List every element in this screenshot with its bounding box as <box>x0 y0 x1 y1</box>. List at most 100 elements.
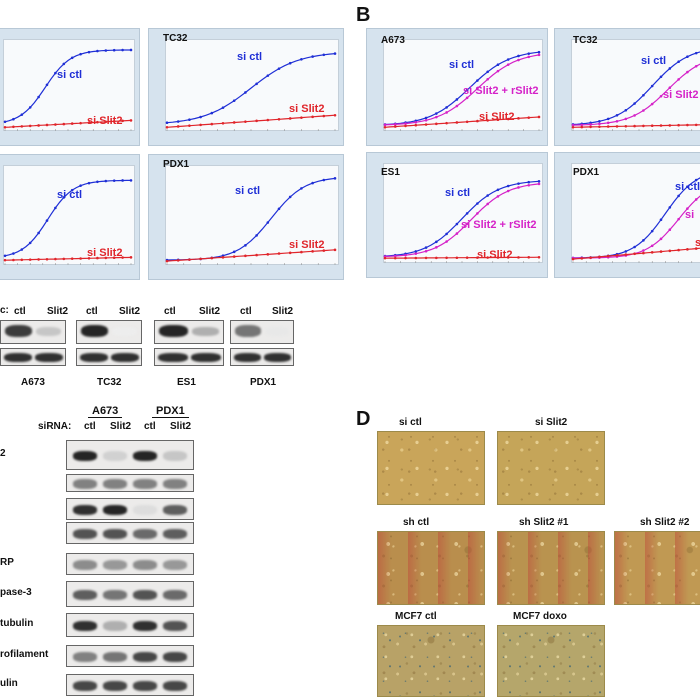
ctl-point <box>79 52 82 56</box>
blot-strip <box>66 645 194 667</box>
label-si-slit2: si Slit2 <box>87 247 123 259</box>
ctl-point <box>28 106 32 109</box>
label-si-slit2: si Slit2 <box>663 89 699 101</box>
ctl-point <box>650 229 654 233</box>
ctl-point <box>506 184 510 188</box>
ctl-point <box>288 61 292 65</box>
blot-band <box>73 652 97 662</box>
kd-point <box>465 120 469 124</box>
kd-point <box>37 124 40 127</box>
label-si-cropped: si <box>685 209 695 221</box>
blot-band <box>133 590 157 600</box>
label-si-ctl: si ctl <box>675 181 700 193</box>
blot-strip-loading <box>230 348 294 366</box>
cell-line-label: TC32 <box>97 377 122 388</box>
blot-row-label: pase-3 <box>0 587 32 598</box>
kd-point <box>598 255 601 259</box>
kd-point <box>112 256 116 260</box>
ctl-point <box>112 179 116 182</box>
kd-point <box>624 253 628 256</box>
kd-point <box>79 121 82 125</box>
ctl-point <box>104 179 108 183</box>
blot-band <box>163 590 187 600</box>
ctl-point <box>311 181 314 185</box>
ctl-point <box>465 88 469 92</box>
ctl-point <box>79 184 82 187</box>
resc-point <box>668 228 672 232</box>
lane-label: Slit2 <box>272 306 294 317</box>
resc-point <box>496 195 500 198</box>
ctl-point <box>668 67 672 70</box>
lane-label: Slit2 <box>170 421 192 432</box>
kd-point <box>650 251 654 254</box>
kd-point <box>393 256 397 260</box>
resc-point <box>659 94 663 98</box>
blot-c-prefix: c: <box>0 305 9 316</box>
lane-label: Slit2 <box>199 306 221 317</box>
blot-band <box>111 353 139 362</box>
kd-point <box>277 252 281 255</box>
resc-point <box>517 186 520 189</box>
kd-point <box>414 256 418 260</box>
resc-point <box>435 246 438 249</box>
blot-strip <box>66 498 194 520</box>
label-si-slit2: si Slit2 <box>479 111 515 123</box>
kd-point <box>686 123 689 127</box>
kd-point <box>221 121 225 125</box>
ctl-point <box>300 57 303 61</box>
blot-strip <box>66 674 194 696</box>
resc-point <box>598 122 601 126</box>
lane-label: ctl <box>14 306 26 317</box>
kd-point <box>96 120 99 124</box>
label-si-ctl: si ctl <box>57 69 83 81</box>
blot-band <box>103 681 127 691</box>
blot-band <box>133 681 157 691</box>
kd-point <box>537 115 541 119</box>
blot-row-label: ulin <box>0 678 18 689</box>
resc-point <box>393 254 397 258</box>
kd-point <box>677 123 680 127</box>
panel-letter-b: B <box>356 4 371 26</box>
kd-point <box>255 119 258 123</box>
lane-label: ctl <box>144 421 156 432</box>
kd-curve <box>166 114 336 128</box>
kd-point <box>496 256 500 259</box>
cell-line-label: A673 <box>381 35 405 46</box>
kd-point <box>445 256 448 260</box>
ctl-point <box>96 180 99 184</box>
kd-curve <box>4 119 132 128</box>
blot-band <box>264 353 291 362</box>
kd-point <box>45 257 49 261</box>
resc-point <box>445 111 448 114</box>
kd-point <box>129 256 133 259</box>
kd-point <box>537 255 541 259</box>
kd-curve <box>384 116 540 128</box>
kd-point <box>633 252 636 256</box>
label-si-slit2: si Slit2 <box>87 115 123 127</box>
resc-point <box>424 249 428 253</box>
resc-point <box>486 202 489 206</box>
ctl-point <box>188 118 191 122</box>
kd-point <box>383 256 387 260</box>
kd-point <box>424 256 428 260</box>
ctl-point <box>70 56 74 60</box>
ctl-point <box>87 181 91 185</box>
resc-point <box>642 249 645 252</box>
blot-band <box>81 325 108 337</box>
cell-line-label: TC32 <box>163 33 188 44</box>
ctl-point <box>70 188 74 192</box>
kd-point <box>668 124 672 127</box>
kd-point <box>28 258 32 261</box>
blot-strip-loading <box>76 348 142 366</box>
ctl-point <box>288 195 292 199</box>
ctl-point <box>476 202 479 205</box>
blot-band <box>133 652 157 662</box>
growth-plot-b1: A673 si ctl si Slit2 + rSlit2 si Slit2 <box>366 28 548 146</box>
blot-band <box>163 529 187 539</box>
kd-point <box>210 122 214 126</box>
ctl-point <box>300 187 303 190</box>
kd-point <box>244 120 247 123</box>
ctl-point <box>650 84 654 88</box>
blot-strip <box>66 613 194 637</box>
ctl-point <box>232 250 236 254</box>
